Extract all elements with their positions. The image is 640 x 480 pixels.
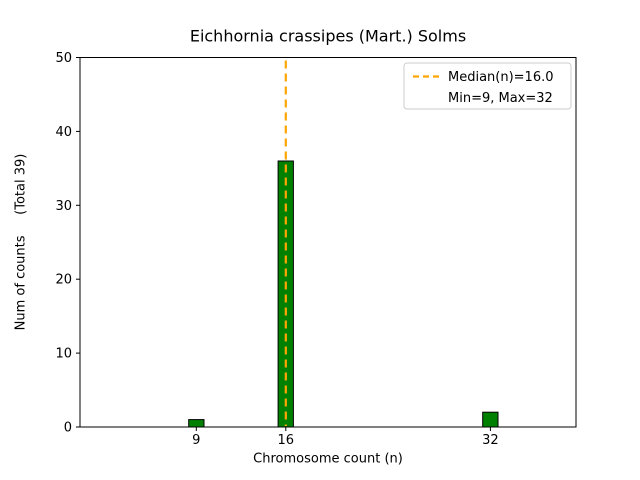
x-tick-label: 9 (192, 433, 200, 448)
legend-label: Median(n)=16.0 (448, 70, 554, 85)
legend-label: Min=9, Max=32 (448, 91, 553, 106)
x-axis-label: Chromosome count (n) (253, 451, 403, 467)
legend: Median(n)=16.0 Min=9, Max=32 (403, 62, 572, 110)
y-tick-label: 50 (55, 51, 72, 66)
y-tick-label: 0 (64, 421, 72, 436)
bar (188, 419, 205, 428)
y-tick-label: 10 (55, 347, 72, 362)
y-axis-label: Num of counts (Total 39) (13, 153, 29, 331)
x-tick-label: 32 (482, 433, 499, 448)
y-tick-label: 20 (55, 273, 72, 288)
chart-title: Eichhornia crassipes (Mart.) Solms (189, 26, 467, 46)
y-tick-label: 30 (55, 199, 72, 214)
x-tick-label: 16 (278, 433, 295, 448)
legend-frame (403, 62, 572, 110)
axes-frame (79, 57, 577, 428)
bar (482, 411, 499, 428)
y-tick-label: 40 (55, 125, 72, 140)
